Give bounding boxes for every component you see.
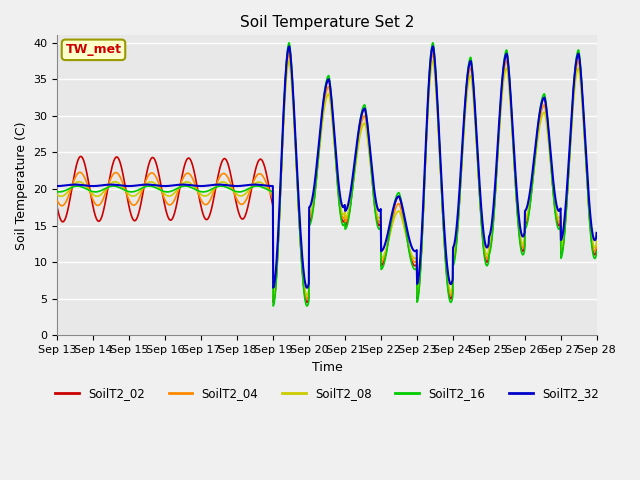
Legend: SoilT2_02, SoilT2_04, SoilT2_08, SoilT2_16, SoilT2_32: SoilT2_02, SoilT2_04, SoilT2_08, SoilT2_… xyxy=(51,382,604,404)
Title: Soil Temperature Set 2: Soil Temperature Set 2 xyxy=(240,15,414,30)
Text: TW_met: TW_met xyxy=(65,43,122,56)
X-axis label: Time: Time xyxy=(312,360,342,373)
Y-axis label: Soil Temperature (C): Soil Temperature (C) xyxy=(15,121,28,250)
